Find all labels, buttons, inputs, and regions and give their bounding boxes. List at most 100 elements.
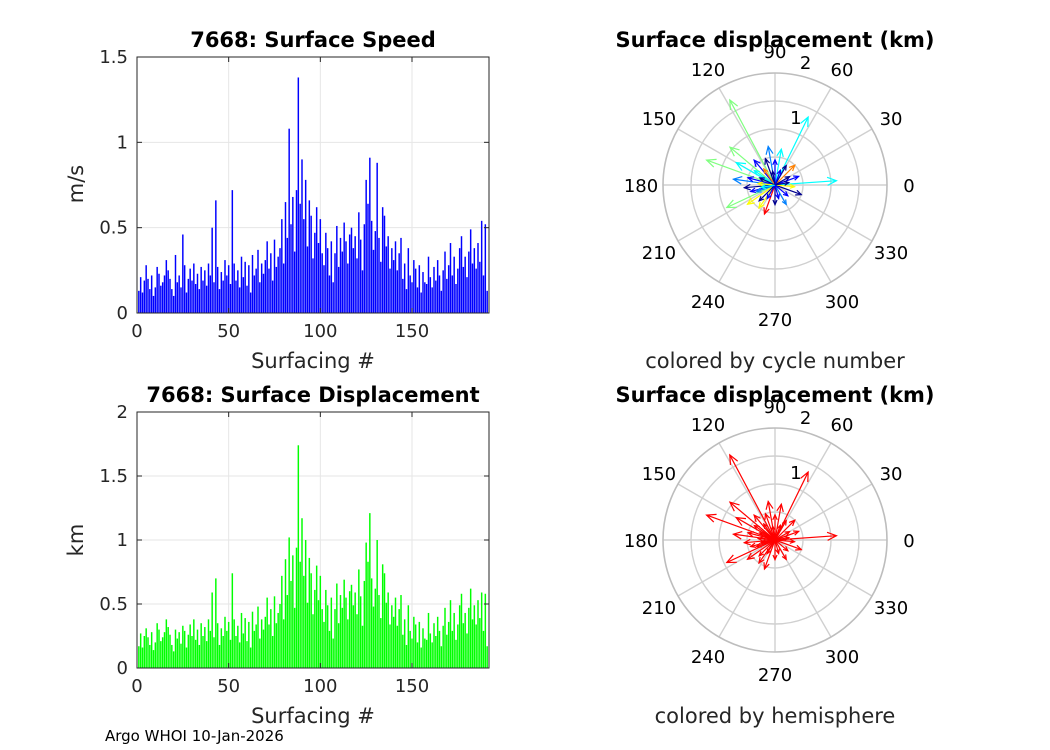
bar [303,219,305,313]
displacement-vector [758,182,776,186]
bar [391,605,393,668]
bar [216,623,219,668]
bar [447,265,450,313]
bar [209,630,212,668]
vector-arrowhead [772,158,778,166]
bar [304,179,307,313]
bar [224,616,226,668]
bar [365,542,367,668]
bar [323,265,325,313]
vector-arrowhead [789,183,796,189]
bar [147,278,149,313]
bar [244,261,246,313]
bar [176,638,179,668]
polar-angle-label: 90 [764,42,787,63]
bar [416,642,419,668]
bar [187,634,190,668]
bar [193,263,195,313]
bar [317,243,320,313]
bar [194,283,197,313]
vector-arrowhead [776,168,782,176]
bar [449,600,452,668]
vector-arrowhead [795,189,803,196]
bar [429,633,432,668]
bar [226,275,228,313]
bar [301,159,303,313]
bar [227,265,230,313]
bar [172,295,175,313]
bar [471,619,474,668]
polar-hemisphere-caption: colored by hemisphere [655,704,896,728]
bar [191,636,193,668]
displacement-y-axis-label: km [64,524,88,557]
bar [293,251,296,313]
displacement-vector [747,184,776,205]
bar [240,256,243,313]
vector-arrowhead [782,546,789,552]
bar [341,251,344,313]
vector-arrowhead [793,175,801,181]
bar [348,234,351,313]
displacement-vector [764,513,776,541]
vector-arrowhead [753,524,760,531]
displacement-vector [758,184,776,202]
bar [152,650,155,668]
displacement-vector [735,162,776,186]
bar [425,639,428,668]
bar [315,565,318,668]
polar-spoke [677,184,776,242]
vector-arrowhead [762,167,769,174]
displacement-vector [774,539,787,560]
displacement-vector [726,539,776,564]
bar [345,597,347,668]
vector-arrowhead [776,523,782,531]
bar [282,619,285,668]
bar [317,600,320,668]
displacement-vector [774,184,802,196]
polar-angle-label: 180 [624,176,658,197]
displacement-vector [766,539,776,554]
bar [249,292,252,313]
bar [482,630,485,668]
bar [319,219,322,313]
bar [224,260,226,313]
bar [396,270,399,313]
bar [369,513,371,668]
bar [475,268,477,313]
bar [367,561,369,668]
vector-arrowhead [775,548,781,555]
bar [156,623,158,668]
bar [284,559,287,668]
bar [174,254,177,313]
vector-arrowhead [758,177,765,183]
bar [176,282,179,313]
vector-arrowhead [758,550,765,557]
bar [409,275,411,313]
bar [198,289,201,313]
bar [163,275,166,313]
vector-arrowhead [729,98,739,110]
bar [486,290,488,313]
bar [482,275,485,313]
bar [431,287,433,313]
polar-spoke [718,184,776,283]
bar [303,575,305,668]
bar [411,638,413,668]
vector-arrowhead [775,193,781,200]
bar [429,277,432,313]
vector-arrowhead [728,146,740,157]
displacement-vector [729,501,776,541]
vector-arrowhead [788,519,796,527]
polar-spoke [774,483,873,541]
displacement-vector [747,532,776,541]
bar [183,265,186,313]
displacement-vector [706,159,776,186]
y-tick-label: 0 [117,658,128,679]
bar [394,241,397,313]
vector-arrowhead [781,519,787,526]
bar [249,647,252,668]
bar [149,289,151,313]
polar-angle-label: 60 [831,415,854,436]
bar [477,600,479,668]
